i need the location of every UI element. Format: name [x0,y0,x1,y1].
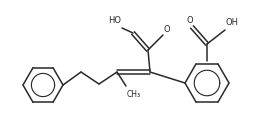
Text: OH: OH [226,18,239,27]
Text: O: O [187,16,193,25]
Text: CH₃: CH₃ [127,90,141,99]
Text: HO: HO [108,16,121,25]
Text: O: O [164,25,171,34]
